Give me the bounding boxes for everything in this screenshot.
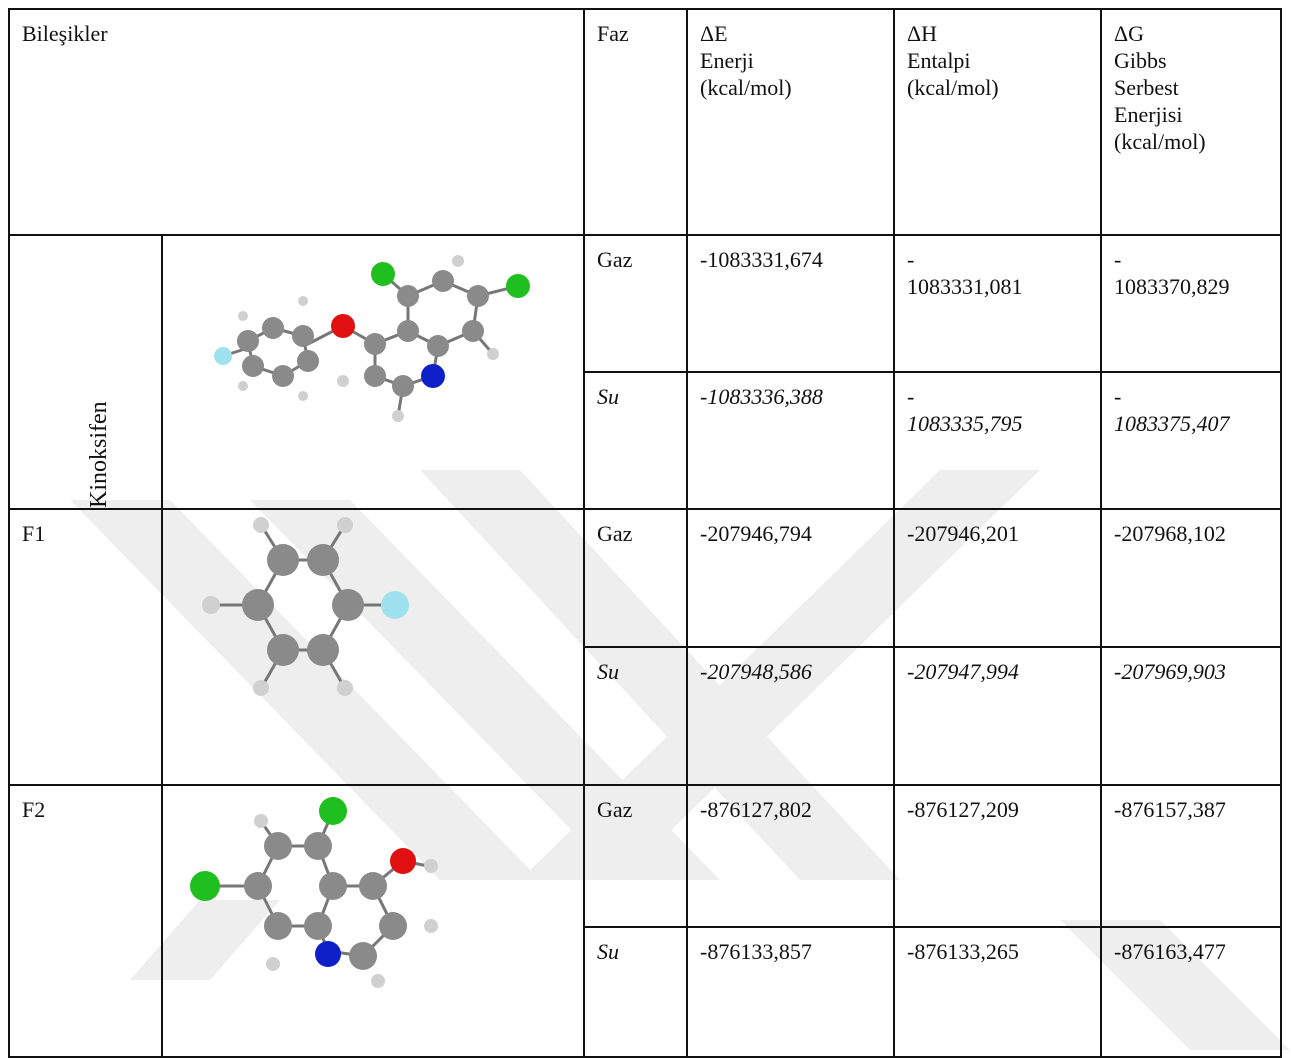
delta-e-cell: -876133,857 — [686, 926, 895, 1058]
delta-h-cell: - 1083335,795 — [893, 371, 1102, 510]
phase-cell: Su — [583, 926, 688, 1058]
table-row: Kinoksifen — [8, 234, 1282, 510]
header-delta-e: ΔE Enerji (kcal/mol) — [686, 8, 895, 236]
header-row: Bileşikler Faz ΔE Enerji (kcal/mol) ΔH E… — [8, 8, 1282, 236]
delta-g-cell: -876157,387 — [1100, 783, 1282, 929]
molecule-structure — [202, 517, 409, 696]
molecule-kinoksifen-image — [161, 234, 585, 510]
delta-e-cell: -1083331,674 — [686, 234, 895, 373]
delta-g-cell: - 1083375,407 — [1100, 371, 1282, 510]
compound-name: F1 — [8, 508, 163, 786]
delta-e-cell: -1083336,388 — [686, 371, 895, 510]
delta-h-cell: -207946,201 — [893, 508, 1102, 648]
delta-g-cell: -207969,903 — [1100, 646, 1282, 786]
delta-h-cell: -207947,994 — [893, 646, 1102, 786]
molecule-structure — [190, 797, 438, 988]
delta-e-cell: -207946,794 — [686, 508, 895, 648]
molecule-structure — [214, 255, 530, 422]
table-row: F1 Gaz -207 — [8, 508, 1282, 786]
phase-cell: Gaz — [583, 234, 688, 373]
energy-table: Bileşikler Faz ΔE Enerji (kcal/mol) ΔH E… — [8, 8, 1282, 1058]
phase-cell: Su — [583, 371, 688, 510]
delta-h-cell: -876133,265 — [893, 926, 1102, 1058]
delta-g-cell: - 1083370,829 — [1100, 234, 1282, 373]
delta-g-cell: -207968,102 — [1100, 508, 1282, 648]
phase-cell: Gaz — [583, 783, 688, 929]
header-compounds: Bileşikler — [8, 8, 585, 236]
compound-name: F2 — [8, 784, 163, 1058]
delta-e-cell: -207948,586 — [686, 646, 895, 786]
delta-g-cell: -876163,477 — [1100, 926, 1282, 1058]
phase-cell: Gaz — [583, 508, 688, 648]
header-delta-g: ΔG Gibbs Serbest Enerjisi (kcal/mol) — [1100, 8, 1282, 236]
compound-name: Kinoksifen — [8, 234, 163, 510]
molecule-f2-image — [161, 784, 585, 1058]
molecule-f1-image — [161, 508, 585, 786]
header-delta-h: ΔH Entalpi (kcal/mol) — [893, 8, 1102, 236]
delta-e-cell: -876127,802 — [686, 783, 895, 929]
header-phase: Faz — [583, 8, 688, 236]
delta-h-cell: - 1083331,081 — [893, 234, 1102, 373]
phase-cell: Su — [583, 646, 688, 786]
delta-h-cell: -876127,209 — [893, 783, 1102, 929]
table-row: F2 — [8, 783, 1282, 1058]
